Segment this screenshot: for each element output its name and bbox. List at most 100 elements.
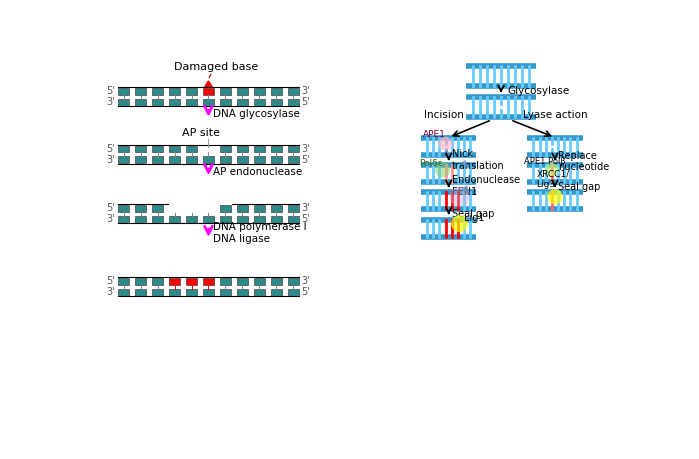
Bar xyxy=(136,216,146,223)
Bar xyxy=(288,157,298,163)
Bar xyxy=(237,205,247,212)
Bar xyxy=(118,157,129,163)
Polygon shape xyxy=(205,81,212,87)
Bar xyxy=(288,289,298,296)
Bar xyxy=(136,278,146,285)
Bar xyxy=(186,216,197,223)
Text: 5': 5' xyxy=(106,86,115,96)
Bar xyxy=(152,88,163,95)
Text: Replace
nucleotide: Replace nucleotide xyxy=(558,151,610,172)
Bar xyxy=(152,278,163,285)
Bar xyxy=(254,88,265,95)
Bar xyxy=(169,157,180,163)
Bar xyxy=(136,99,146,106)
Bar xyxy=(169,146,180,152)
Text: XRCC1/
Lig3: XRCC1/ Lig3 xyxy=(537,169,570,189)
Bar xyxy=(203,289,214,296)
Text: 5': 5' xyxy=(106,276,115,286)
Bar xyxy=(118,278,129,285)
Bar xyxy=(220,216,231,223)
Text: 5': 5' xyxy=(301,155,310,165)
Text: 5': 5' xyxy=(301,97,310,107)
Text: 3': 3' xyxy=(106,155,115,165)
Bar xyxy=(271,278,282,285)
Text: Lig1: Lig1 xyxy=(464,213,484,223)
Bar xyxy=(186,289,197,296)
Bar xyxy=(169,289,180,296)
Bar xyxy=(254,289,265,296)
Text: Lyase action: Lyase action xyxy=(523,110,587,120)
Text: DNA glycosylase: DNA glycosylase xyxy=(213,109,300,118)
Bar xyxy=(220,157,231,163)
Bar xyxy=(136,205,146,212)
Bar xyxy=(220,289,231,296)
Bar xyxy=(288,88,298,95)
Bar xyxy=(203,278,214,285)
Bar xyxy=(152,216,163,223)
Bar xyxy=(237,99,247,106)
Bar xyxy=(152,99,163,106)
Bar xyxy=(152,289,163,296)
Bar xyxy=(186,146,197,152)
Bar xyxy=(254,205,265,212)
Bar xyxy=(186,278,197,285)
Bar xyxy=(186,99,197,106)
Text: Nick
translation: Nick translation xyxy=(452,149,505,171)
Ellipse shape xyxy=(545,163,559,177)
Bar xyxy=(136,146,146,152)
Text: 3': 3' xyxy=(301,276,310,286)
Bar xyxy=(288,99,298,106)
Bar xyxy=(254,216,265,223)
Ellipse shape xyxy=(449,187,470,207)
Text: Endonuclease
FEN1: Endonuclease FEN1 xyxy=(452,175,520,197)
Bar xyxy=(118,88,129,95)
Bar xyxy=(220,205,231,212)
Bar xyxy=(237,278,247,285)
Bar xyxy=(152,157,163,163)
Text: Seal gap: Seal gap xyxy=(558,182,600,192)
Bar xyxy=(237,88,247,95)
Text: AP site: AP site xyxy=(182,128,219,138)
Bar xyxy=(186,88,197,95)
Text: 3': 3' xyxy=(106,287,115,297)
Bar xyxy=(220,88,231,95)
Bar xyxy=(237,216,247,223)
Text: 5': 5' xyxy=(301,287,310,297)
Bar xyxy=(288,205,298,212)
Bar xyxy=(152,205,163,212)
Text: Seal gap: Seal gap xyxy=(452,209,494,218)
Bar xyxy=(237,157,247,163)
Text: 3': 3' xyxy=(301,203,310,213)
Text: 3': 3' xyxy=(106,214,115,224)
Bar xyxy=(254,278,265,285)
Bar xyxy=(169,88,180,95)
Bar xyxy=(203,88,214,95)
Text: 5': 5' xyxy=(106,144,115,154)
Bar xyxy=(271,205,282,212)
Text: 5': 5' xyxy=(301,214,310,224)
Bar xyxy=(118,99,129,106)
Bar xyxy=(169,278,180,285)
Bar xyxy=(136,88,146,95)
Bar xyxy=(220,146,231,152)
Bar xyxy=(220,278,231,285)
Ellipse shape xyxy=(547,189,563,204)
Bar xyxy=(152,146,163,152)
Text: APE1: APE1 xyxy=(422,130,445,140)
Ellipse shape xyxy=(439,137,452,151)
Bar xyxy=(118,289,129,296)
Bar xyxy=(237,146,247,152)
Bar xyxy=(169,99,180,106)
Bar xyxy=(203,99,214,106)
Bar xyxy=(203,216,214,223)
Bar xyxy=(288,146,298,152)
Bar xyxy=(203,157,214,163)
Bar xyxy=(271,289,282,296)
Bar xyxy=(254,146,265,152)
Bar xyxy=(288,216,298,223)
Text: 3': 3' xyxy=(301,144,310,154)
Text: 3': 3' xyxy=(106,97,115,107)
Bar xyxy=(136,289,146,296)
Bar xyxy=(254,99,265,106)
Bar xyxy=(271,157,282,163)
